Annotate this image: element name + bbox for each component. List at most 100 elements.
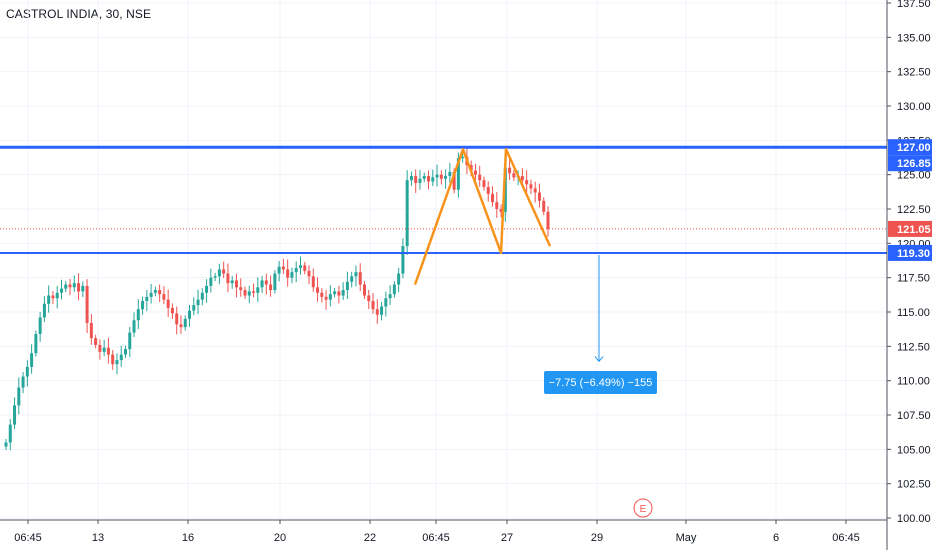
candle-body: [452, 171, 456, 190]
y-tick-label: 107.50: [897, 410, 931, 422]
candle-body: [533, 188, 537, 193]
candle-body: [162, 294, 166, 300]
candle-body: [77, 283, 81, 292]
candle-body: [153, 290, 157, 293]
price-tag-last-bg: [888, 220, 932, 237]
x-tick-label: 06:45: [422, 532, 450, 544]
candle-body: [179, 324, 183, 328]
candle-body: [264, 280, 268, 285]
double-top-pattern[interactable]: [413, 148, 552, 285]
candle-body: [183, 318, 187, 328]
y-tick-label: 105.00: [897, 444, 931, 456]
price-axis-bg: [887, 0, 932, 550]
candle-body: [222, 269, 226, 274]
x-tick-label: 6: [773, 532, 779, 544]
x-tick-label: 06:45: [14, 532, 42, 544]
y-tick-label: 100.00: [897, 513, 931, 525]
candle-body: [405, 180, 409, 247]
candle-body: [239, 287, 243, 291]
price-labels: 127.00 126.85 121.05 119.30: [888, 139, 932, 261]
candle-body: [439, 174, 443, 179]
y-tick-label: 117.50: [897, 273, 930, 285]
candle-body: [13, 405, 17, 425]
candle-body: [170, 307, 174, 314]
candle-body: [158, 290, 162, 295]
candle-body: [196, 299, 200, 306]
candle-body: [495, 202, 499, 209]
candle-body: [307, 270, 311, 277]
price-tag-126: 126.85: [897, 158, 931, 170]
candle-body: [277, 266, 281, 274]
candle-body: [456, 158, 460, 190]
event-marker-label: E: [640, 504, 647, 515]
horizontal-levels[interactable]: [0, 145, 887, 254]
candle-body: [115, 360, 119, 365]
price-tag-last: 121.05: [897, 224, 931, 236]
candle-body: [4, 442, 8, 447]
candle-body: [354, 272, 358, 277]
candle-body: [303, 265, 307, 271]
candle-body: [362, 284, 366, 296]
candle-body: [542, 200, 546, 212]
candle-body: [205, 285, 209, 293]
candle-body: [55, 292, 59, 299]
candle-body: [298, 265, 302, 269]
candle-body: [375, 309, 379, 315]
time-axis-bg: [0, 520, 887, 550]
candle-body: [525, 180, 529, 185]
candle-body: [418, 178, 422, 183]
candle-body: [311, 276, 315, 288]
candle-body: [427, 176, 431, 182]
candle-body: [333, 291, 337, 295]
candle-body: [491, 193, 495, 203]
candle-body: [111, 354, 115, 365]
candle-body: [136, 309, 140, 321]
candle-body: [123, 349, 127, 355]
candle-body: [213, 276, 217, 278]
double-top-polyline: [413, 148, 552, 285]
candle-body: [98, 344, 102, 352]
candle-body: [85, 285, 89, 323]
candle-body: [345, 281, 349, 291]
projection-arrowhead: [594, 356, 604, 363]
candle-body: [273, 273, 277, 291]
candle-body: [286, 269, 290, 278]
price-tag-119-bg: [888, 244, 932, 261]
candle-body: [367, 295, 371, 302]
candle-body: [217, 269, 221, 277]
candle-body: [320, 292, 324, 297]
y-tick-label: 122.50: [897, 204, 931, 216]
candle-body: [294, 268, 298, 273]
candle-body: [486, 187, 490, 194]
candle-body: [397, 273, 401, 285]
candle-body: [247, 291, 251, 296]
candle-body: [380, 306, 384, 315]
y-tick-label: 115.00: [897, 307, 930, 319]
candle-body: [68, 284, 72, 288]
candle-body: [529, 184, 533, 189]
x-tick-label: 06:45: [832, 532, 860, 544]
candle-body: [290, 272, 294, 278]
candles: [4, 146, 550, 451]
y-tick-label: 137.50: [897, 0, 931, 10]
candle-body: [461, 156, 465, 159]
x-tick-label: 16: [182, 532, 194, 544]
candle-body: [226, 273, 230, 284]
price-projection[interactable]: −7.75 (−6.49%) −155 E: [544, 254, 657, 518]
candle-body: [64, 284, 68, 289]
candle-body: [281, 266, 285, 270]
candle-body: [341, 290, 345, 296]
y-tick-label: 132.50: [897, 67, 931, 79]
candle-body: [38, 317, 42, 334]
candle-body: [21, 376, 25, 388]
candle-body: [128, 332, 132, 350]
candle-body: [145, 296, 149, 302]
candle-body: [324, 296, 328, 300]
candle-body: [388, 294, 392, 299]
candle-body: [431, 177, 435, 182]
projection-label: −7.75 (−6.49%) −155: [549, 377, 653, 389]
candle-body: [392, 284, 396, 295]
y-tick-label: 102.50: [897, 479, 931, 491]
